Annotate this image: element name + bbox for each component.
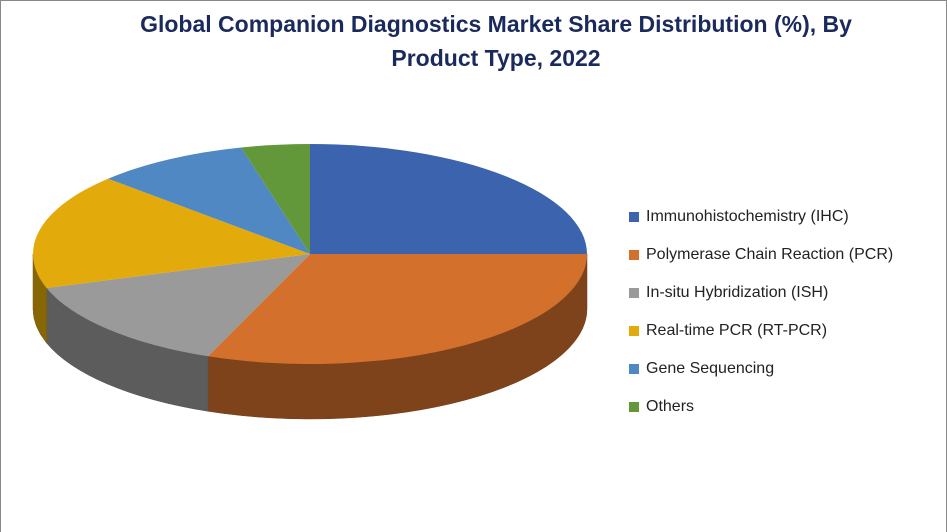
legend-swatch	[629, 288, 639, 298]
chart-title: Global Companion Diagnostics Market Shar…	[140, 11, 852, 71]
slice	[108, 147, 311, 254]
slice	[310, 144, 587, 254]
legend-label: Real-time PCR (RT-PCR)	[646, 322, 827, 339]
legend-swatch	[629, 326, 639, 336]
legend-label: Others	[646, 398, 694, 415]
slice	[32, 178, 310, 288]
slice	[241, 144, 310, 254]
legend-swatch	[629, 250, 639, 260]
legend-swatch	[629, 402, 639, 412]
slice	[46, 254, 311, 357]
slice	[208, 254, 588, 364]
legend-label: Polymerase Chain Reaction (PCR)	[646, 246, 893, 263]
legend-swatch	[629, 212, 639, 222]
legend-label: In-situ Hybridization (ISH)	[646, 284, 828, 301]
legend-swatch	[629, 364, 639, 374]
legend-label: Immunohistochemistry (IHC)	[646, 208, 849, 225]
legend-label: Gene Sequencing	[646, 360, 774, 377]
